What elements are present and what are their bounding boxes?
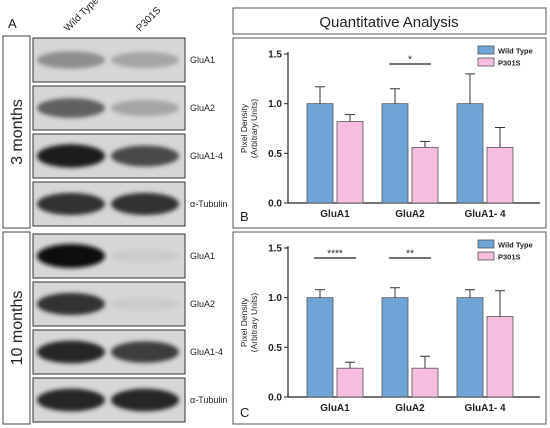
bar-wild-type — [381, 103, 409, 204]
legend-swatch — [477, 45, 495, 55]
bar-wild-type — [306, 297, 334, 398]
blot-band — [111, 248, 179, 264]
blot-label: GluA1 — [190, 55, 215, 65]
panel-letter-a: A — [8, 16, 17, 31]
x-tick-label: GluA2 — [395, 209, 425, 220]
blot-band — [37, 144, 105, 168]
blot-label: GluA2 — [190, 299, 215, 309]
bar-p301s — [486, 316, 514, 398]
y-axis-label: Pixel Density(Arbitrary Units) — [239, 99, 259, 159]
bar-p301s — [336, 367, 364, 398]
y-tick-label: 0.5 — [268, 343, 282, 354]
bar-wild-type — [456, 297, 484, 398]
blot-label: GluA1 — [190, 251, 215, 261]
bar-p301s — [486, 146, 514, 204]
blot-band — [111, 145, 179, 167]
legend-swatch — [477, 251, 495, 261]
panel-letter: B — [240, 209, 249, 224]
bar-p301s — [411, 367, 439, 398]
blot-band — [37, 98, 105, 118]
x-tick-label: GluA2 — [395, 403, 425, 414]
column-header-1: P301S — [134, 5, 163, 34]
y-tick-label: 0.0 — [268, 199, 282, 210]
blot-label: α-Tubulin — [190, 395, 227, 405]
blot-band — [111, 99, 179, 117]
blot-band — [111, 192, 179, 216]
legend-swatch — [477, 57, 495, 67]
blot-band — [111, 388, 179, 412]
bar-chart-c: 0.0 0.5 1.0 1.5 Pixel Density(Arbitrary Unit… — [232, 231, 547, 425]
blot-label: GluA1-4 — [190, 347, 223, 357]
column-header-0: Wild Type — [62, 0, 101, 34]
blot-band — [37, 340, 105, 364]
y-tick-label: 1.5 — [268, 50, 282, 61]
y-tick-label: 1.5 — [268, 244, 282, 255]
legend-label: Wild Type — [498, 47, 533, 56]
y-axis-label: Pixel Density(Arbitrary Units) — [239, 293, 259, 353]
legend-label: Wild Type — [498, 241, 533, 250]
legend-label: P301S — [498, 253, 521, 262]
blot-band — [37, 292, 105, 316]
bar-p301s — [336, 121, 364, 204]
panel-title: Quantitative Analysis — [319, 14, 458, 31]
group-box-1 — [2, 231, 31, 425]
bar-wild-type — [306, 103, 334, 204]
western-blot-panel: A Wild Type P301S 3 months GluA1 GluA2 GluA1-4… — [2, 0, 227, 425]
significance-label: * — [408, 55, 412, 66]
y-tick-label: 0.5 — [268, 149, 282, 160]
significance-label: ** — [406, 249, 414, 260]
blot-band — [111, 341, 179, 363]
blot-band — [111, 296, 179, 312]
y-tick-label: 1.0 — [268, 99, 282, 110]
blot-label: α-Tubulin — [190, 199, 227, 209]
title-box — [232, 7, 547, 35]
x-tick-label: GluA1 — [320, 403, 350, 414]
blot-band — [37, 244, 105, 268]
blot-band — [37, 51, 105, 69]
legend-label: P301S — [498, 59, 521, 68]
group-label-0: 3 months — [9, 99, 26, 165]
group-label-1: 10 months — [9, 291, 26, 366]
blot-band — [37, 388, 105, 412]
legend-swatch — [477, 239, 495, 249]
blot-band — [111, 51, 179, 69]
significance-label: **** — [327, 249, 343, 260]
x-tick-label: GluA1 — [320, 209, 350, 220]
bar-p301s — [411, 146, 439, 204]
bar-chart-b: 0.0 0.5 1.0 1.5 Pixel Density(Arbitrary Unit… — [232, 37, 547, 229]
y-tick-label: 1.0 — [268, 293, 282, 304]
x-tick-label: GluA1- 4 — [464, 209, 506, 220]
y-tick-label: 0.0 — [268, 393, 282, 404]
quantitative-panel: Quantitative Analysis 0.0 0.5 1.0 1.5 Pixel D… — [232, 7, 547, 425]
panel-letter: C — [240, 405, 249, 420]
blot-label: GluA1-4 — [190, 151, 223, 161]
group-box-0 — [2, 35, 31, 229]
bar-wild-type — [456, 103, 484, 204]
blot-band — [37, 192, 105, 216]
bar-wild-type — [381, 297, 409, 398]
blot-label: GluA2 — [190, 103, 215, 113]
x-tick-label: GluA1- 4 — [464, 403, 506, 414]
